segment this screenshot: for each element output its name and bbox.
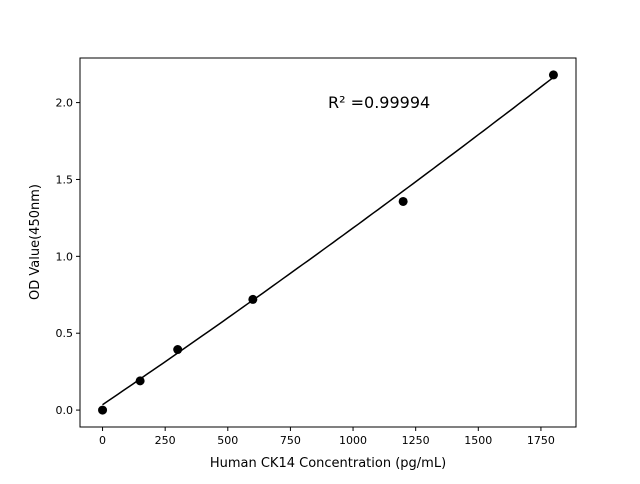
x-tick-label: 1750 xyxy=(527,434,555,447)
annotation-r2: R² =0.99994 xyxy=(328,93,430,112)
x-tick-label: 1500 xyxy=(464,434,492,447)
plot-frame xyxy=(79,57,577,428)
x-axis-label: Human CK14 Concentration (pg/mL) xyxy=(210,456,446,471)
y-tick-label: 0.0 xyxy=(56,404,74,417)
x-tick-label: 750 xyxy=(280,434,301,447)
x-tick-label: 500 xyxy=(217,434,238,447)
y-axis-label: OD Value(450nm) xyxy=(28,184,43,300)
data-points-layer xyxy=(98,70,558,415)
data-point xyxy=(173,345,183,355)
data-point xyxy=(398,196,408,206)
x-tick-label: 1000 xyxy=(339,434,367,447)
x-tick-label: 1250 xyxy=(402,434,430,447)
fit-curve-layer xyxy=(102,76,554,406)
y-tick-label: 1.0 xyxy=(56,250,74,263)
data-point xyxy=(248,294,258,304)
y-tick-label: 2.0 xyxy=(56,97,74,110)
x-tick-label: 0 xyxy=(99,434,106,447)
y-tick-label: 0.5 xyxy=(56,327,74,340)
fit-curve xyxy=(102,76,554,406)
y-axis: 0.0 0.5 1.0 1.5 2.0 xyxy=(56,97,80,417)
y-tick-label: 1.5 xyxy=(56,173,74,186)
data-point xyxy=(548,70,558,80)
data-point xyxy=(98,405,108,415)
x-tick-label: 250 xyxy=(155,434,176,447)
data-point xyxy=(135,376,145,386)
x-axis: 0 250 500 750 1000 1250 1500 1750 xyxy=(99,427,555,447)
